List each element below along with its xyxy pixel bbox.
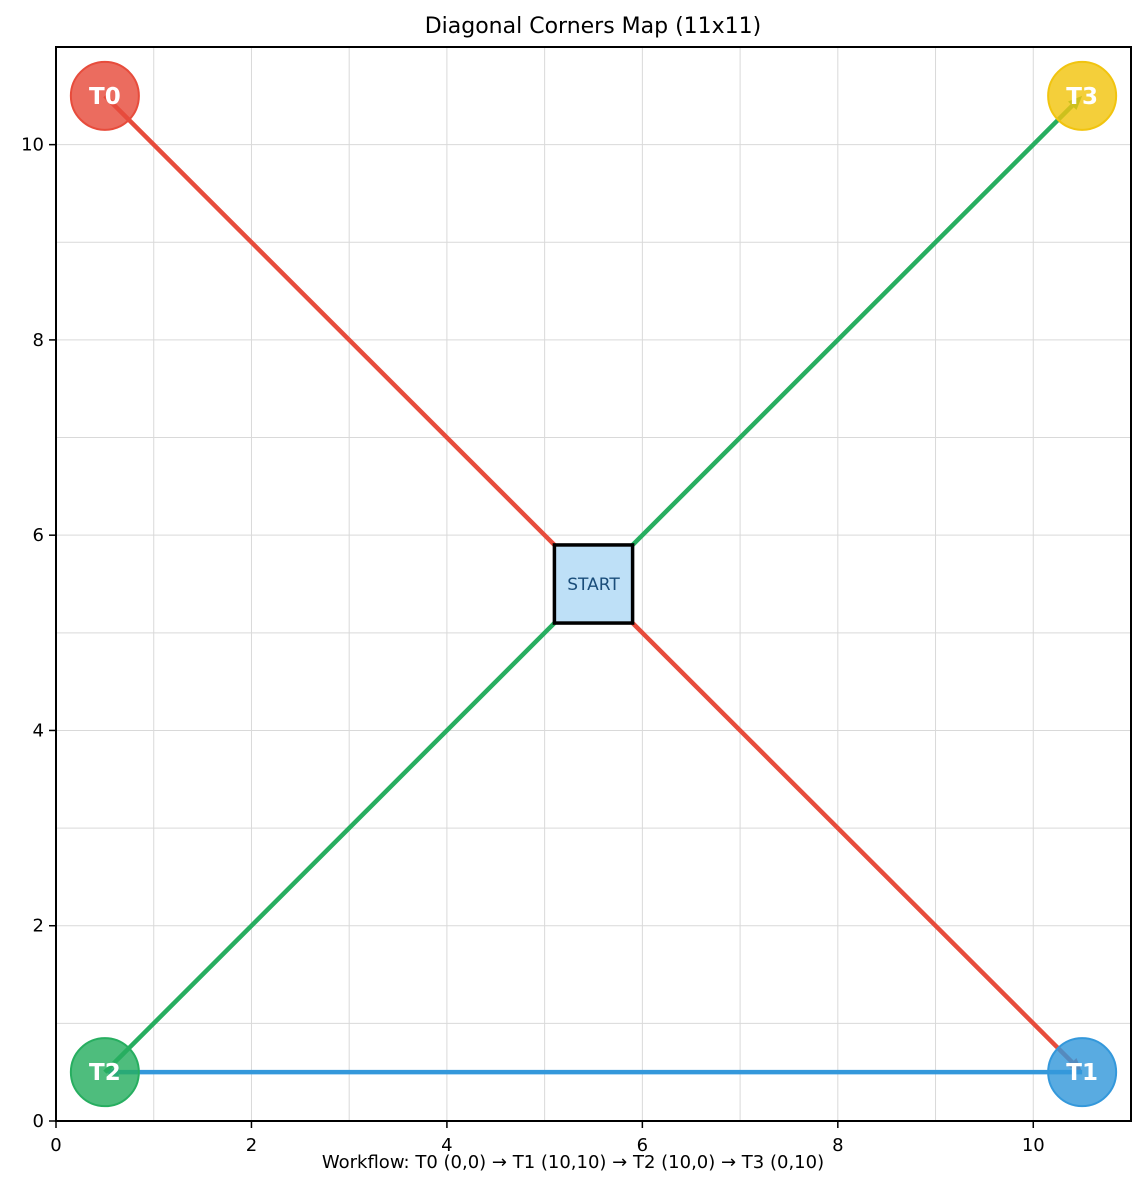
x-tick-label: 4 xyxy=(441,1135,452,1156)
chart-title: Diagonal Corners Map (11x11) xyxy=(425,14,762,39)
y-tick-label: 10 xyxy=(21,135,44,156)
start-box xyxy=(552,543,635,625)
target-circle xyxy=(69,60,140,131)
target-t0: T0 xyxy=(69,60,140,131)
x-tick-label: 2 xyxy=(246,1135,257,1156)
plot-frame xyxy=(55,46,1132,1122)
y-tick-label: 4 xyxy=(33,720,44,741)
target-circle xyxy=(1047,1037,1118,1108)
target-t1: T1 xyxy=(1047,1037,1118,1108)
x-tick-label: 8 xyxy=(832,1135,843,1156)
workflow-caption: Workflow: T0 (0,0) → T1 (10,10) → T2 (10… xyxy=(321,1152,825,1173)
x-tick-label: 6 xyxy=(637,1135,648,1156)
y-tick-label: 0 xyxy=(33,1111,44,1132)
target-label: T3 xyxy=(1066,84,1098,110)
target-label: T1 xyxy=(1066,1060,1098,1086)
start-marker: START xyxy=(552,543,635,625)
y-tick-label: 2 xyxy=(33,916,44,937)
target-label: T0 xyxy=(89,84,121,110)
y-tick-label: 6 xyxy=(33,525,44,546)
target-t2: T2 xyxy=(69,1037,140,1108)
start-label: START xyxy=(567,575,620,595)
target-t3: T3 xyxy=(1047,60,1118,131)
target-markers: T0 T1 T2 T3 xyxy=(69,60,1118,1108)
x-tick-label: 10 xyxy=(1022,1135,1045,1156)
axis-ticks: 0 2 4 6 8 10 0 2 4 6 8 10 xyxy=(21,135,1045,1156)
target-circle xyxy=(69,1037,140,1108)
target-circle xyxy=(1047,60,1118,131)
x-tick-label: 0 xyxy=(50,1135,61,1156)
y-tick-label: 8 xyxy=(33,330,44,351)
target-label: T2 xyxy=(89,1060,121,1086)
